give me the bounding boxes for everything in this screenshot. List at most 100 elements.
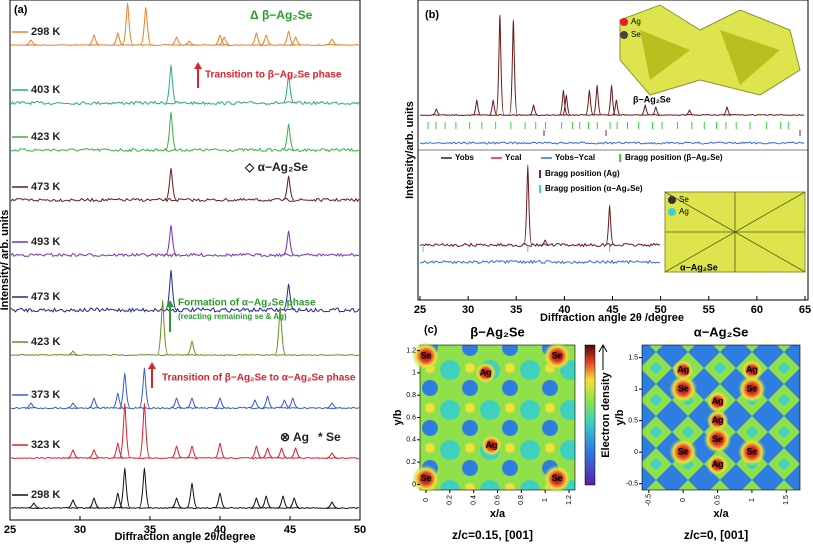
x-axis-label: x/a xyxy=(713,508,729,520)
y-tick-label: 0.2 xyxy=(406,459,416,466)
peak xyxy=(88,497,100,509)
atom-density xyxy=(740,359,763,382)
legend-dot xyxy=(620,31,628,39)
inset-label: Ag xyxy=(679,207,689,216)
peak xyxy=(541,239,550,246)
atom-density xyxy=(706,390,729,413)
peak xyxy=(585,89,594,116)
y-tick-label: 1.2 xyxy=(406,347,416,354)
x-tick-label: 0.4 xyxy=(470,495,477,505)
atom-density xyxy=(703,425,732,454)
peak xyxy=(529,104,538,116)
atom-density xyxy=(672,359,695,382)
atom-label: Ag xyxy=(746,365,758,375)
inset-label: Ag xyxy=(631,17,641,26)
arrow-head xyxy=(148,362,156,369)
x-tick-label: 25 xyxy=(414,304,426,316)
peak xyxy=(25,402,37,409)
peak xyxy=(118,467,131,509)
peak xyxy=(508,19,518,116)
legend-label: Yobs−Ycal xyxy=(555,153,595,162)
y-tick-label: 0.8 xyxy=(406,392,416,399)
y-axis-label: y/b xyxy=(614,409,626,425)
peak xyxy=(112,392,124,409)
crystal-inset xyxy=(664,191,806,273)
peak xyxy=(88,34,100,46)
peak xyxy=(186,397,198,409)
peak xyxy=(67,350,79,356)
map-title: β−Ag₂Se xyxy=(470,324,525,339)
x-tick-label: 0 xyxy=(423,498,430,502)
x-tick-label: 45 xyxy=(606,304,618,316)
peak xyxy=(118,402,131,459)
y-tick-label: 0.5 xyxy=(628,417,638,424)
atom-density xyxy=(737,438,766,467)
baseline xyxy=(10,456,359,460)
x-tick-label: 60 xyxy=(751,304,763,316)
peak xyxy=(165,269,177,311)
peak xyxy=(112,32,124,46)
peak xyxy=(326,452,338,459)
x-tick-label: 30 xyxy=(462,304,474,316)
atom-label: Ag xyxy=(712,415,724,425)
y-axis-label: Intensity/arb. units xyxy=(404,101,416,199)
peak xyxy=(186,340,198,356)
x-tick-label: 30 xyxy=(74,524,86,536)
y-tick-label: 1 xyxy=(412,370,416,377)
legend-label: Bragg position (β−Ag₂Se) xyxy=(625,153,723,162)
x-tick-label: 1.2 xyxy=(566,495,573,505)
arrow xyxy=(598,343,608,370)
peak xyxy=(218,36,230,46)
atom-label: Ag xyxy=(480,367,492,377)
peak xyxy=(290,447,302,459)
atom-label: Ag xyxy=(712,396,724,406)
peak xyxy=(183,40,195,46)
atom-density xyxy=(411,342,440,371)
baseline xyxy=(10,306,360,314)
arrow-head xyxy=(194,62,202,69)
baseline xyxy=(10,353,360,357)
annotation: * Se xyxy=(318,430,341,444)
baseline xyxy=(10,506,360,510)
density-map xyxy=(419,344,576,491)
atom-label: Se xyxy=(746,447,757,457)
x-axis-label: Diffraction angle 2θ /degree xyxy=(540,312,684,324)
peak xyxy=(432,108,441,116)
annotation: ◇ α−Ag₂Se xyxy=(244,160,308,174)
atom-density xyxy=(706,453,729,476)
peak xyxy=(138,402,151,459)
peak xyxy=(260,495,272,509)
peak xyxy=(165,64,177,104)
panel-label: (b) xyxy=(425,9,439,21)
x-tick-label: -0.5 xyxy=(646,494,653,506)
series-label: 423 K xyxy=(31,131,60,143)
peak xyxy=(139,6,152,46)
peak xyxy=(282,230,295,256)
x-axis-label: x/a xyxy=(490,508,506,520)
peak xyxy=(214,397,226,409)
atom-density xyxy=(480,434,503,457)
peak xyxy=(214,34,226,46)
baseline xyxy=(10,100,360,106)
peak xyxy=(274,306,287,356)
x-tick-label: 35 xyxy=(510,304,522,316)
peak xyxy=(561,94,571,116)
baseline xyxy=(10,406,360,410)
peak xyxy=(260,34,272,46)
atom-density xyxy=(411,464,440,493)
peak xyxy=(88,397,100,409)
peak xyxy=(250,445,262,459)
peak xyxy=(277,495,289,509)
colorbar xyxy=(584,344,596,486)
atom-label: Se xyxy=(678,384,689,394)
x-axis-label: Diffraction angle 2θ/degree xyxy=(114,531,255,543)
peak xyxy=(165,224,177,256)
x-tick-label: 1.5 xyxy=(783,495,790,505)
x-tick-label: 1 xyxy=(542,498,549,502)
x-tick-label: 0.5 xyxy=(714,495,721,505)
panel-label: (a) xyxy=(14,4,28,16)
peak xyxy=(214,492,226,509)
x-tick-label: 50 xyxy=(354,524,366,536)
legend-dot xyxy=(620,18,628,26)
